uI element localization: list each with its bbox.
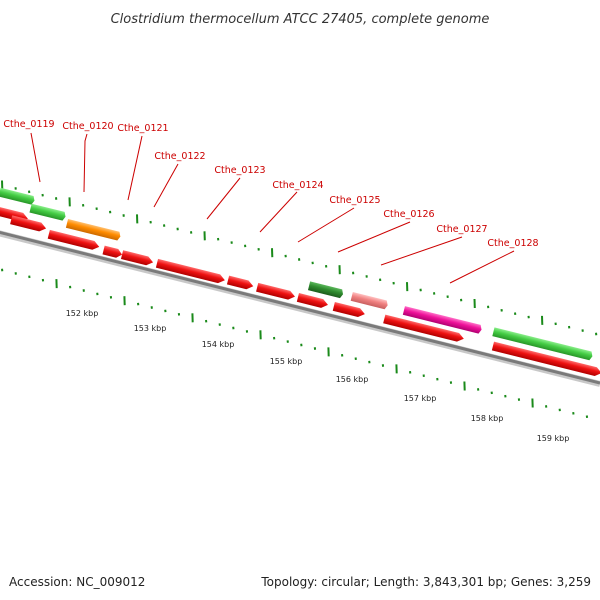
accession-text: Accession: NC_009012 bbox=[9, 575, 145, 589]
gene-label-leaders bbox=[30, 132, 515, 284]
map-title: Clostridium thermocellum ATCC 27405, com… bbox=[111, 12, 490, 27]
scale-label-158: 158 kbp bbox=[471, 414, 504, 423]
gene-label-cthe-0122[interactable]: Cthe_0122 bbox=[154, 151, 205, 162]
gene-feature-red[interactable] bbox=[10, 215, 47, 232]
gene-label-cthe-0121[interactable]: Cthe_0121 bbox=[117, 123, 168, 134]
gene-label-cthe-0128[interactable]: Cthe_0128 bbox=[487, 238, 538, 249]
gene-feature-green[interactable] bbox=[29, 203, 66, 221]
gene-label-cthe-0125[interactable]: Cthe_0125 bbox=[329, 195, 380, 206]
genome-summary-text: Topology: circular; Length: 3,843,301 bp… bbox=[260, 575, 591, 589]
gene-label-cthe-0126[interactable]: Cthe_0126 bbox=[383, 209, 434, 220]
genome-backbone bbox=[0, 230, 600, 387]
gene-feature-red[interactable] bbox=[256, 282, 296, 301]
gene-label-cthe-0127[interactable]: Cthe_0127 bbox=[436, 224, 487, 235]
gene-feature-red[interactable] bbox=[491, 341, 600, 378]
gene-feature-red[interactable] bbox=[383, 314, 465, 344]
scale-tick-row bbox=[1, 268, 589, 419]
gene-feature-red[interactable] bbox=[47, 229, 101, 251]
gene-feature-dark-green[interactable] bbox=[307, 281, 344, 299]
outer-tick-row bbox=[1, 180, 598, 336]
gene-feature-red[interactable] bbox=[120, 250, 154, 266]
reverse-strand-genes bbox=[0, 206, 600, 378]
gene-labels: Cthe_0119 Cthe_0120 Cthe_0121 Cthe_0122 … bbox=[3, 119, 538, 249]
gene-label-cthe-0124[interactable]: Cthe_0124 bbox=[272, 180, 323, 191]
scale-label-159: 159 kbp bbox=[537, 434, 570, 443]
scale-label-153: 153 kbp bbox=[134, 324, 167, 333]
scale-label-152: 152 kbp bbox=[66, 309, 99, 318]
gene-feature-red[interactable] bbox=[155, 258, 226, 285]
gene-feature-red[interactable] bbox=[226, 275, 254, 291]
gene-feature-red[interactable] bbox=[332, 301, 366, 318]
scale-labels: 152 kbp 153 kbp 154 kbp 155 kbp 156 kbp … bbox=[66, 309, 570, 443]
gene-feature-red[interactable] bbox=[102, 245, 124, 259]
gene-label-cthe-0119[interactable]: Cthe_0119 bbox=[3, 119, 54, 130]
forward-strand-genes bbox=[0, 187, 593, 361]
gene-feature-magenta[interactable] bbox=[402, 306, 483, 334]
scale-label-155: 155 kbp bbox=[270, 357, 303, 366]
gene-feature-green[interactable] bbox=[0, 187, 36, 205]
gene-label-cthe-0120[interactable]: Cthe_0120 bbox=[62, 121, 113, 132]
gene-feature-pink[interactable] bbox=[350, 292, 389, 310]
gene-label-cthe-0123[interactable]: Cthe_0123 bbox=[214, 165, 265, 176]
scale-label-157: 157 kbp bbox=[404, 394, 437, 403]
scale-label-156: 156 kbp bbox=[336, 375, 369, 384]
gene-feature-orange[interactable] bbox=[65, 218, 122, 241]
gene-feature-red[interactable] bbox=[296, 293, 329, 309]
gene-feature-green[interactable] bbox=[492, 327, 593, 361]
scale-label-154: 154 kbp bbox=[202, 340, 235, 349]
